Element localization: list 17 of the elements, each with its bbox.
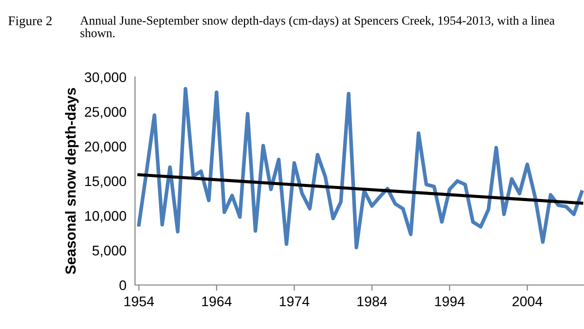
y-tick-label: 20,000 xyxy=(84,142,126,154)
y-axis-title: Seasonal snow depth-days xyxy=(65,88,79,274)
x-tick-label: 1984 xyxy=(358,296,387,306)
chart-title: Figure 2 xyxy=(8,16,52,28)
x-tick-label: 1964 xyxy=(202,296,232,306)
x-tick-label: 1974 xyxy=(280,296,310,306)
chart-subtitle: Annual June-September snow depth-days (cm-days) at Spencers Creek, 1954-2013, with a linea shown. xyxy=(80,16,555,38)
x-tick-label: 1994 xyxy=(435,296,465,306)
y-tick-label: 5,000 xyxy=(92,246,126,258)
x-tick-label: 1954 xyxy=(124,296,154,306)
line-series xyxy=(137,86,584,250)
x-tick-label: 2004 xyxy=(512,296,542,306)
y-tick-label: 30,000 xyxy=(84,72,126,84)
y-tick-label: 0 xyxy=(119,280,126,290)
y-tick-label: 15,000 xyxy=(85,176,126,188)
y-tick-label: 10,000 xyxy=(85,211,126,222)
y-tick-label: 25,000 xyxy=(84,107,126,118)
